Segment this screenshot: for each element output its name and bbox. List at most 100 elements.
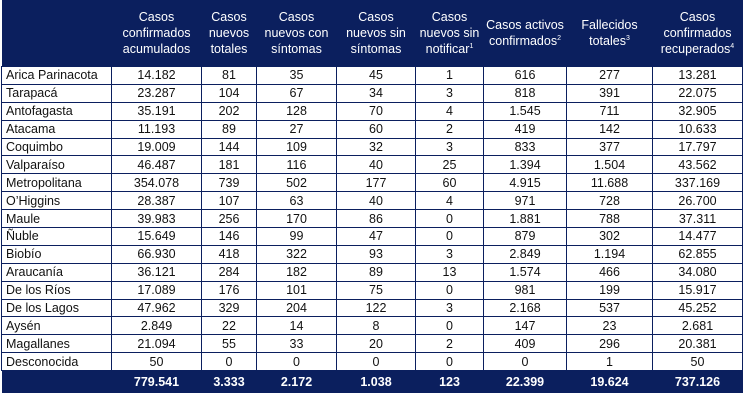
table-cell: 4.915 [483,173,567,193]
table-cell: 277 [566,66,653,85]
column-header-label: Casos nuevos con síntomas [264,10,329,56]
region-name: Maule [1,209,112,229]
table-cell: 116 [256,155,337,175]
region-name: Arica Parinacota [1,66,112,85]
table-row: Valparaíso 46.487 181 116 40 25 1.394 1.504 43.5… [1,155,743,175]
table-cell: 284 [201,262,257,282]
table-cell: 23 [566,316,653,336]
table-cell: 25 [415,155,484,175]
table-cell: 14.182 [111,66,202,85]
column-header: Fallecidos totales3 [566,0,653,67]
table-cell: 728 [566,191,653,211]
table-cell: 20.381 [652,334,743,354]
table-cell: 15.917 [652,280,743,300]
table-cell: 27 [256,119,337,139]
table-cell: 50 [111,352,202,372]
table-cell: 35.191 [111,101,202,121]
table-cell: 60 [415,173,484,193]
table-cell: 81 [201,66,257,85]
table-cell: 62.855 [652,244,743,264]
region-name: Ñuble [1,227,112,246]
table-cell: 3 [415,137,484,157]
table-cell: 32 [336,137,416,157]
table-cell: 3 [415,244,484,264]
table-cell: 86 [336,209,416,229]
table-cell: 0 [256,352,337,372]
table-row: Ñuble 15.649 146 99 47 0 879 302 14.477 [1,227,743,246]
table-cell: 47 [336,227,416,246]
table-cell: 2 [415,334,484,354]
column-header: Casos nuevos sin síntomas [336,0,416,67]
table-cell: 13.281 [652,66,743,85]
header-row: Casos confirmados acumulados Casos nuevos… [1,0,743,67]
region-name: Biobío [1,244,112,264]
table-cell: 1.194 [566,244,653,264]
column-header: Casos nuevos sin notificar1 [415,0,484,67]
table-cell: 55 [201,334,257,354]
table-cell: 322 [256,244,337,264]
total-cell [1,370,112,394]
total-cell: 737.126 [652,370,743,394]
table-cell: 14 [256,316,337,336]
total-cell: 779.541 [111,370,202,394]
table-cell: 50 [652,352,743,372]
table-cell: 1 [566,352,653,372]
table-row: Arica Parinacota 14.182 81 35 45 1 616 277 13.28… [1,66,743,85]
table-cell: 419 [483,119,567,139]
table-cell: 22.075 [652,83,743,103]
table-cell: 354.078 [111,173,202,193]
table-row: De los Lagos 47.962 329 204 122 3 2.168 537 45.2… [1,298,743,318]
total-cell: 22.399 [483,370,567,394]
table-cell: 0 [415,280,484,300]
table-cell: 537 [566,298,653,318]
table-cell: 10.633 [652,119,743,139]
footnote-marker: 1 [469,42,474,50]
table-cell: 45.252 [652,298,743,318]
table-cell: 23.287 [111,83,202,103]
region-name: De los Ríos [1,280,112,300]
table-row: O’Higgins 28.387 107 63 40 4 971 728 26.700 [1,191,743,211]
table-cell: 1.545 [483,101,567,121]
column-header-label: Casos nuevos sin notificar [419,10,480,56]
table-cell: 329 [201,298,257,318]
table-cell: 418 [201,244,257,264]
table-cell: 302 [566,227,653,246]
table-cell: 0 [415,316,484,336]
column-header: Casos confirmados recuperados4 [652,0,743,67]
region-name: Magallanes [1,334,112,354]
column-header [1,0,112,67]
table-cell: 11.193 [111,119,202,139]
total-cell: 2.172 [256,370,337,394]
table-cell: 1.504 [566,155,653,175]
table-cell: 144 [201,137,257,157]
footnote-marker: 3 [625,34,630,42]
table-cell: 46.487 [111,155,202,175]
table-cell: 17.797 [652,137,743,157]
table-cell: 63 [256,191,337,211]
table-cell: 981 [483,280,567,300]
table-cell: 8 [336,316,416,336]
region-name: Atacama [1,119,112,139]
footnote-marker: 4 [730,42,735,50]
column-header-label: Casos confirmados recuperados [660,10,732,56]
table-row: Araucanía 36.121 284 182 89 13 1.574 466 34.080 [1,262,743,282]
table-row: Coquimbo 19.009 144 109 32 3 833 377 17.797 [1,137,743,157]
table-cell: 22 [201,316,257,336]
table-cell: 0 [201,352,257,372]
table-cell: 833 [483,137,567,157]
region-name: Metropolitana [1,173,112,193]
table-cell: 34.080 [652,262,743,282]
table-cell: 739 [201,173,257,193]
total-cell: 123 [415,370,484,394]
table-cell: 60 [336,119,416,139]
table-row: Metropolitana 354.078 739 502 177 60 4.915 11.6… [1,173,743,193]
table-cell: 199 [566,280,653,300]
table-cell: 4 [415,101,484,121]
table-cell: 20 [336,334,416,354]
table-cell: 66.930 [111,244,202,264]
table-cell: 21.094 [111,334,202,354]
table-cell: 337.169 [652,173,743,193]
table-cell: 47.962 [111,298,202,318]
column-header-label: Casos nuevos sin síntomas [346,10,406,56]
table-cell: 502 [256,173,337,193]
